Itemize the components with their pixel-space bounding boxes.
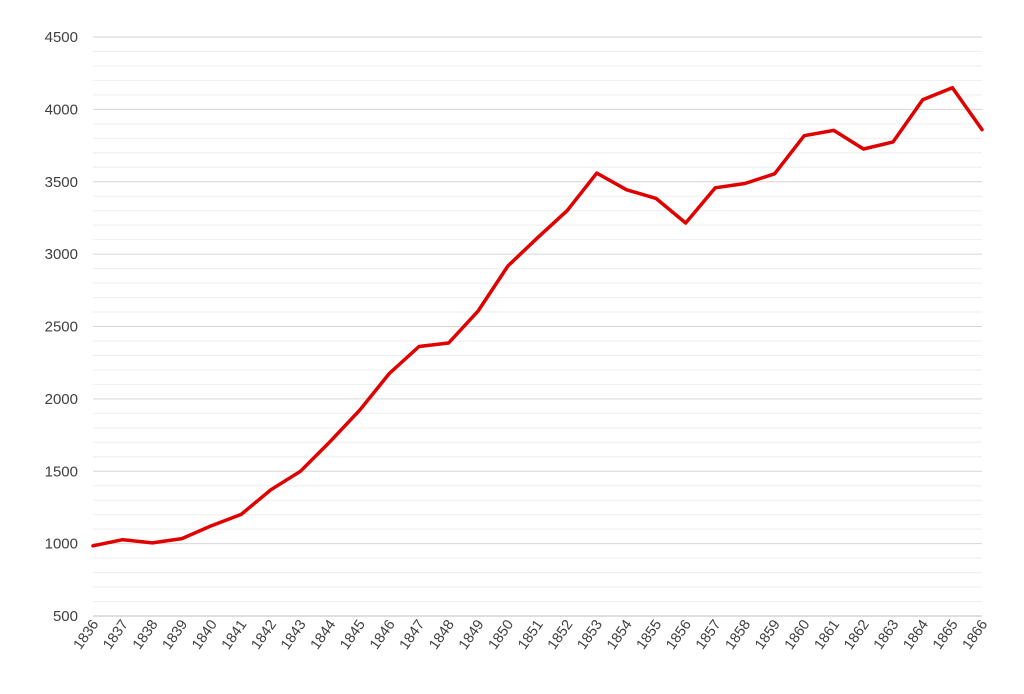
x-tick-label: 1843: [278, 617, 310, 653]
data-point: [684, 221, 688, 225]
y-tick-label: 4000: [45, 101, 78, 118]
x-tick-label: 1840: [189, 617, 221, 653]
data-point: [506, 264, 510, 268]
data-point: [654, 196, 658, 200]
x-tick-label: 1853: [574, 617, 606, 653]
y-tick-label: 3000: [45, 246, 78, 263]
series-layer: [91, 85, 984, 548]
x-tick-label: 1851: [515, 617, 547, 653]
x-tick-label: 1864: [900, 617, 932, 653]
data-point: [832, 128, 836, 132]
x-tick-label: 1854: [604, 617, 636, 653]
data-point: [239, 512, 243, 516]
y-tick-label: 4500: [45, 29, 78, 46]
x-tick-label: 1858: [723, 617, 755, 653]
x-tick-label: 1859: [752, 617, 784, 653]
data-point: [269, 488, 273, 492]
data-point: [773, 172, 777, 176]
data-point: [417, 344, 421, 348]
data-point: [328, 440, 332, 444]
data-point: [121, 538, 125, 542]
data-point: [743, 181, 747, 185]
y-tick-label: 3500: [45, 174, 78, 191]
data-point: [980, 128, 984, 132]
x-tick-label: 1857: [693, 617, 725, 653]
x-axis: 1836183718381839184018411842184318441845…: [71, 617, 992, 653]
data-point: [358, 408, 362, 412]
data-point: [802, 134, 806, 138]
y-tick-label: 1500: [45, 463, 78, 480]
x-tick-label: 1860: [782, 617, 814, 653]
y-tick-label: 2500: [45, 319, 78, 336]
data-point: [595, 171, 599, 175]
data-point: [565, 209, 569, 213]
x-tick-label: 1856: [663, 617, 695, 653]
major-gridlines: [93, 36, 982, 617]
data-point: [921, 98, 925, 102]
y-tick-label: 500: [53, 608, 78, 625]
x-tick-label: 1847: [397, 617, 429, 653]
x-tick-label: 1861: [811, 617, 843, 653]
data-point: [180, 537, 184, 541]
series-line: [91, 85, 984, 548]
x-tick-label: 1855: [634, 617, 666, 653]
x-tick-label: 1841: [219, 617, 251, 653]
x-tick-label: 1852: [545, 617, 577, 653]
data-point: [387, 372, 391, 376]
data-point: [536, 236, 539, 240]
data-point: [713, 186, 717, 190]
x-tick-label: 1850: [486, 617, 518, 653]
x-tick-label: 1842: [248, 617, 280, 653]
x-tick-label: 1849: [456, 617, 488, 653]
data-point: [298, 469, 302, 473]
x-tick-label: 1838: [130, 617, 162, 653]
x-tick-label: 1865: [930, 617, 962, 653]
data-point: [210, 524, 214, 528]
data-point: [861, 147, 865, 151]
x-tick-label: 1863: [871, 617, 903, 653]
data-point: [891, 140, 895, 144]
y-axis: 500 1000 1500 2000 2500 3000 3500 4000 4500: [45, 29, 78, 625]
x-tick-label: 1844: [308, 617, 340, 653]
x-tick-label: 1837: [100, 617, 132, 653]
data-point: [476, 309, 480, 313]
data-point: [950, 86, 954, 90]
x-tick-label: 1845: [337, 617, 369, 653]
x-tick-label: 1866: [960, 617, 992, 653]
x-tick-label: 1846: [367, 617, 399, 653]
data-point: [91, 544, 95, 548]
x-tick-label: 1848: [426, 617, 458, 653]
x-tick-label: 1839: [160, 617, 192, 653]
data-point: [624, 188, 628, 192]
data-point: [447, 341, 451, 345]
x-tick-label: 1862: [841, 617, 873, 653]
data-point: [150, 541, 154, 545]
y-tick-label: 1000: [45, 536, 78, 553]
y-tick-label: 2000: [45, 391, 78, 408]
